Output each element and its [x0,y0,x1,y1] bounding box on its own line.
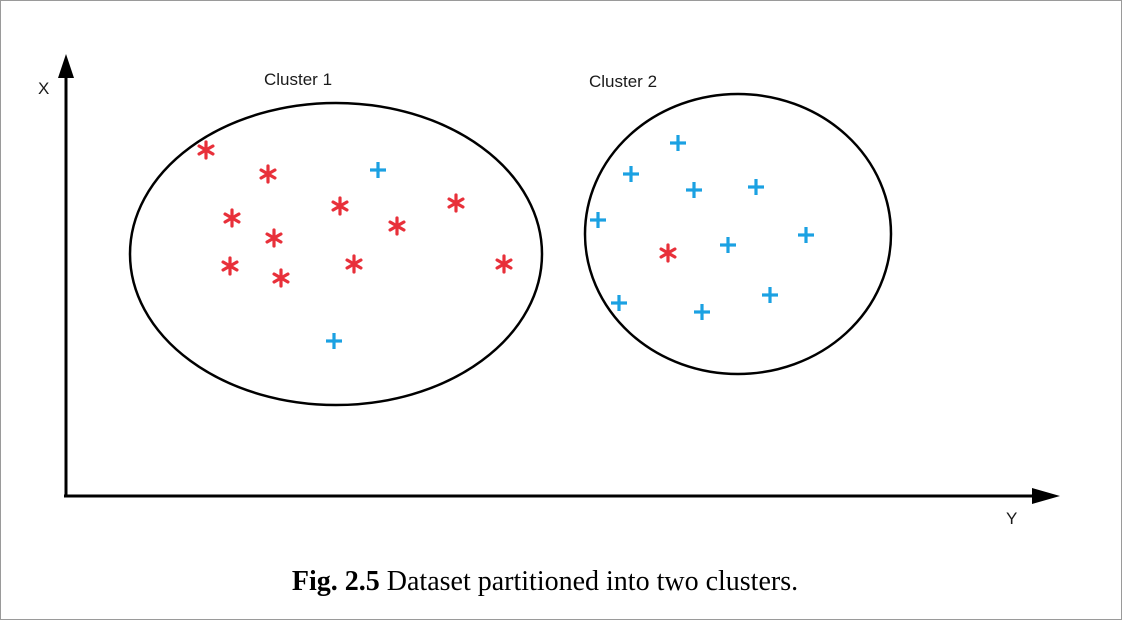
star-marker [223,208,241,228]
plus-marker [748,179,764,195]
cluster-diagram: X Y Cluster 1 Cluster 2 [38,54,1060,528]
plus-marker [623,166,639,182]
plus-marker [670,135,686,151]
star-marker [221,256,239,276]
star-marker [259,164,277,184]
y-axis-label: Y [1006,509,1017,528]
plus-marker [720,237,736,253]
cluster-2-boundary [583,92,893,376]
plus-marker [611,295,627,311]
data-points [197,135,814,349]
cluster-1-boundary [128,101,544,407]
figure-caption-text: Dataset partitioned into two clusters. [379,566,799,597]
star-marker [345,254,363,274]
plus-marker [326,333,342,349]
plus-marker [686,182,702,198]
star-marker [272,268,290,288]
vertical-axis-arrowhead [58,54,74,78]
horizontal-axis-arrowhead [1032,488,1060,504]
star-marker [447,193,465,213]
plus-marker [798,227,814,243]
cluster-1-label: Cluster 1 [264,70,332,89]
star-marker [197,140,215,160]
star-marker [659,243,677,263]
plus-marker [694,304,710,320]
figure-caption: Fig. 2.5 Dataset partitioned into two cl… [0,566,1090,598]
figure-number: Fig. 2.5 [291,566,380,597]
star-marker [388,216,406,236]
plus-marker [590,212,606,228]
x-axis-label: X [38,79,49,98]
star-marker [265,228,283,248]
plus-marker [762,287,778,303]
plus-marker [370,162,386,178]
star-marker [331,196,349,216]
cluster-2-label: Cluster 2 [589,72,657,91]
star-marker [495,254,513,274]
